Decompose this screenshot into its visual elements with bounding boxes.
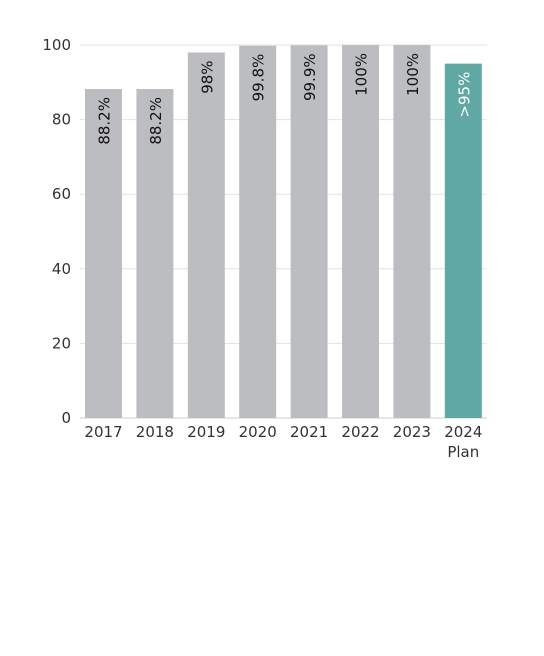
bar xyxy=(342,45,379,418)
bar-data-label: 88.2% xyxy=(96,97,114,145)
x-tick-label: 2017 xyxy=(84,423,122,441)
bar-data-label: >95% xyxy=(455,72,473,118)
x-tick-label: 2022 xyxy=(341,423,379,441)
bar-data-label: 100% xyxy=(404,53,422,96)
bar-data-label: 99.8% xyxy=(250,54,268,102)
bar xyxy=(187,52,225,419)
bar xyxy=(290,45,328,419)
bar xyxy=(393,45,431,418)
x-tick-label: 2024 Plan xyxy=(444,423,482,461)
bar xyxy=(136,89,174,418)
bar-data-label: 100% xyxy=(353,53,371,96)
y-tick-label: 0 xyxy=(61,409,71,427)
y-tick-label: 60 xyxy=(52,185,71,203)
x-tick-label: 2018 xyxy=(136,423,174,441)
bar-data-label: 99.9% xyxy=(301,53,319,101)
bar xyxy=(85,89,122,418)
x-tick-label: 2023 xyxy=(393,423,431,441)
x-tick-label: 2019 xyxy=(187,423,225,441)
bar-data-label: 98% xyxy=(198,60,216,93)
bars xyxy=(85,45,482,419)
bar xyxy=(444,63,482,419)
y-tick-label: 20 xyxy=(52,334,71,352)
y-tick-label: 40 xyxy=(52,260,71,278)
bar xyxy=(239,45,277,418)
x-tick-label: 2020 xyxy=(239,423,277,441)
x-tick-label: 2021 xyxy=(290,423,328,441)
bar-data-labels: 88.2% 88.2% 98% 99.8% 99.9% 100% 100% >95% xyxy=(96,53,474,145)
y-tick-label: 100 xyxy=(42,36,71,54)
y-axis-ticks: 0 20 40 60 80 100 xyxy=(42,36,71,427)
bar-data-label: 88.2% xyxy=(147,97,165,145)
x-axis-ticks: 2017 2018 2019 2020 2021 2022 2023 2024 Plan xyxy=(84,423,482,461)
y-tick-label: 80 xyxy=(52,111,71,129)
